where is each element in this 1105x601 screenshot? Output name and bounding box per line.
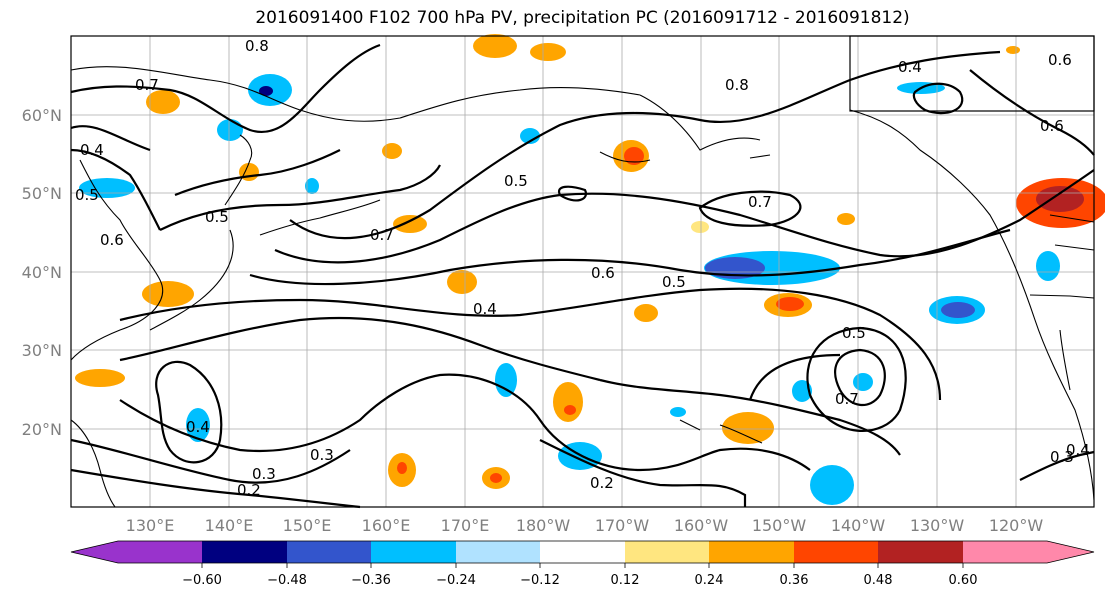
colorbar-tick-label: 0.24 — [695, 573, 724, 588]
lon-label: 170°E — [441, 516, 490, 535]
colorbar-tick-label: −0.12 — [520, 573, 560, 588]
contour-label: 0.4 — [1066, 441, 1090, 459]
contour-label: 0.8 — [245, 37, 269, 55]
map-frame — [70, 35, 1095, 508]
lon-label: 130°E — [126, 516, 175, 535]
lat-label: 30°N — [22, 341, 62, 360]
colorbar-segment — [202, 541, 287, 563]
contour-label: 0.3 — [310, 446, 334, 464]
colorbar-tick-label: 0.36 — [780, 573, 809, 588]
contour-label: 0.2 — [590, 474, 614, 492]
lon-label: 180°W — [516, 516, 571, 535]
map-background — [71, 36, 1094, 507]
contour-label: 0.2 — [237, 481, 261, 499]
contour-label: 0.6 — [100, 231, 124, 249]
colorbar-segment — [878, 541, 963, 563]
graticule — [71, 36, 1094, 507]
lon-label: 150°E — [283, 516, 332, 535]
contour-label: 0.7 — [835, 390, 859, 408]
lat-label: 60°N — [22, 106, 62, 125]
contour-label: 0.5 — [662, 273, 686, 291]
colorbar-tick-label: 0.12 — [611, 573, 640, 588]
longitude-labels: 130°E 140°E 150°E 160°E 170°E 180°W 170°… — [126, 516, 1044, 535]
colorbar-segment — [625, 541, 709, 563]
lat-label: 50°N — [22, 184, 62, 203]
coastlines — [70, 66, 1095, 508]
colorbar-outline — [70, 540, 1095, 564]
contour-labels: 0.8 0.7 0.5 0.4 0.3 0.4 0.6 0.5 0.5 0.7 … — [75, 37, 1090, 499]
lat-label: 40°N — [22, 263, 62, 282]
contour-label: 0.6 — [1048, 51, 1072, 69]
colorbar-tick-label: −0.60 — [182, 573, 222, 588]
lon-label: 170°W — [595, 516, 650, 535]
colorbar-segment — [456, 541, 540, 563]
contour-label: 0.7 — [748, 193, 772, 211]
colorbar-tick-label: 0.60 — [949, 573, 978, 588]
contour-label: 0.3 — [252, 465, 276, 483]
contour-label: 0.4 — [898, 58, 922, 76]
colorbar-tick-label: −0.24 — [436, 573, 476, 588]
lon-label: 120°W — [989, 516, 1044, 535]
lon-label: 140°W — [831, 516, 886, 535]
colorbar-segment — [963, 541, 1094, 563]
contour-label: 0.4 — [473, 300, 497, 318]
colorbar-segment — [287, 541, 371, 563]
pv-contours — [70, 43, 1095, 509]
plot-title: 2016091400 F102 700 hPa PV, precipitatio… — [255, 8, 910, 28]
colorbar-segment — [540, 541, 625, 563]
colorbar-segment — [794, 541, 878, 563]
contour-label: 0.4 — [80, 141, 104, 159]
colorbar-tick-label: −0.48 — [267, 573, 307, 588]
lat-label: 20°N — [22, 420, 62, 439]
lon-label: 150°W — [752, 516, 807, 535]
lon-label: 140°E — [205, 516, 254, 535]
contour-label: 0.5 — [205, 208, 229, 226]
contour-label: 0.7 — [370, 226, 394, 244]
contour-label: 0.5 — [504, 172, 528, 190]
contour-label: 0.6 — [1040, 117, 1064, 135]
colorbar-segment — [709, 541, 794, 563]
lon-label: 160°E — [362, 516, 411, 535]
contour-label: 0.5 — [842, 324, 866, 342]
colorbar-tick-label: −0.36 — [351, 573, 391, 588]
latitude-labels: 60°N 50°N 40°N 30°N 20°N — [22, 106, 62, 439]
colorbar-segment — [71, 541, 202, 563]
colorbar: −0.60 −0.48 −0.36 −0.24 −0.12 0.12 0.24 … — [70, 540, 1095, 588]
contour-label: 0.3 — [1050, 448, 1074, 466]
colorbar-tick-label: 0.48 — [864, 573, 893, 588]
precip-shading — [75, 34, 1105, 505]
colorbar-ticks — [201, 563, 964, 568]
contour-label: 0.7 — [135, 76, 159, 94]
lon-label: 130°W — [910, 516, 965, 535]
contour-label: 0.6 — [591, 264, 615, 282]
colorbar-segment — [371, 541, 456, 563]
contour-label: 0.4 — [186, 418, 210, 436]
contour-label: 0.8 — [725, 76, 749, 94]
contour-label: 0.5 — [75, 186, 99, 204]
lon-label: 160°W — [674, 516, 729, 535]
